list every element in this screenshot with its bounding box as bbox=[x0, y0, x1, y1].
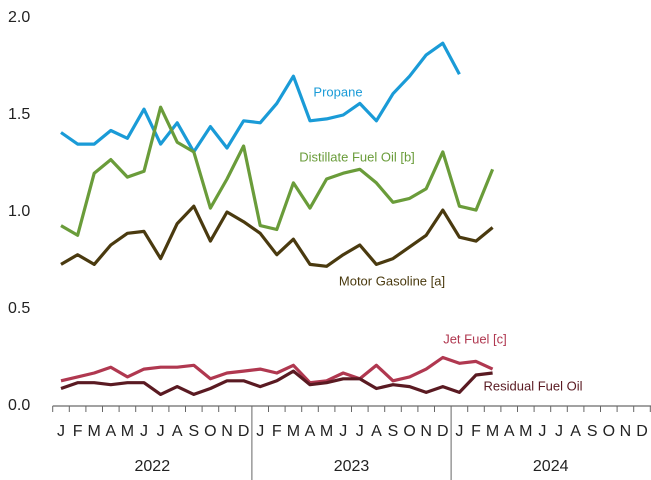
year-label: 2024 bbox=[533, 458, 569, 475]
x-tick-label: F bbox=[73, 423, 83, 440]
year-label: 2023 bbox=[334, 458, 370, 475]
x-tick-label: A bbox=[504, 423, 515, 440]
y-tick-label: 0.5 bbox=[8, 300, 30, 317]
y-tick-label: 1.0 bbox=[8, 203, 30, 220]
x-tick-label: N bbox=[620, 423, 632, 440]
x-tick-label: A bbox=[305, 423, 316, 440]
x-tick-label: S bbox=[388, 423, 399, 440]
x-tick-label: S bbox=[188, 423, 199, 440]
series-label: Propane bbox=[313, 84, 362, 99]
series-label: Residual Fuel Oil bbox=[484, 378, 583, 393]
x-tick-label: M bbox=[88, 423, 101, 440]
x-tick-label: A bbox=[105, 423, 116, 440]
x-tick-label: D bbox=[437, 423, 449, 440]
series-line bbox=[60, 204, 494, 268]
x-tick-label: J bbox=[455, 423, 463, 440]
x-tick-label: J bbox=[356, 423, 364, 440]
x-tick-label: J bbox=[157, 423, 165, 440]
x-tick-label: J bbox=[339, 423, 347, 440]
series-line bbox=[60, 355, 494, 385]
x-tick-label: J bbox=[538, 423, 546, 440]
x-tick-label: N bbox=[420, 423, 432, 440]
x-tick-label: D bbox=[636, 423, 648, 440]
x-tick-label: J bbox=[57, 423, 65, 440]
x-tick-label: M bbox=[486, 423, 499, 440]
x-tick-label: A bbox=[371, 423, 382, 440]
x-tick-label: M bbox=[121, 423, 134, 440]
series-label: Distillate Fuel Oil [b] bbox=[299, 149, 415, 164]
x-tick-label: M bbox=[320, 423, 333, 440]
y-tick-label: 2.0 bbox=[8, 9, 30, 26]
series-line bbox=[60, 105, 495, 237]
x-tick-label: D bbox=[238, 423, 250, 440]
x-tick-label: M bbox=[287, 423, 300, 440]
x-tick-label: O bbox=[403, 423, 415, 440]
x-tick-label: O bbox=[603, 423, 615, 440]
series-line bbox=[60, 369, 493, 396]
x-tick-label: A bbox=[172, 423, 183, 440]
series-label: Jet Fuel [c] bbox=[443, 331, 507, 346]
x-tick-label: M bbox=[519, 423, 532, 440]
x-tick-label: N bbox=[221, 423, 233, 440]
x-tick-label: J bbox=[140, 423, 148, 440]
x-tick-label: A bbox=[570, 423, 581, 440]
x-tick-label: J bbox=[555, 423, 563, 440]
x-tick-label: S bbox=[587, 423, 598, 440]
x-tick-label: O bbox=[204, 423, 216, 440]
series-line bbox=[60, 41, 461, 154]
y-tick-label: 1.5 bbox=[8, 106, 30, 123]
x-tick-label: F bbox=[272, 423, 282, 440]
x-tick-label: F bbox=[471, 423, 481, 440]
y-tick-label: 0.0 bbox=[8, 397, 30, 414]
year-label: 2022 bbox=[135, 458, 171, 475]
series-label: Motor Gasoline [a] bbox=[339, 273, 445, 288]
x-tick-label: J bbox=[256, 423, 264, 440]
